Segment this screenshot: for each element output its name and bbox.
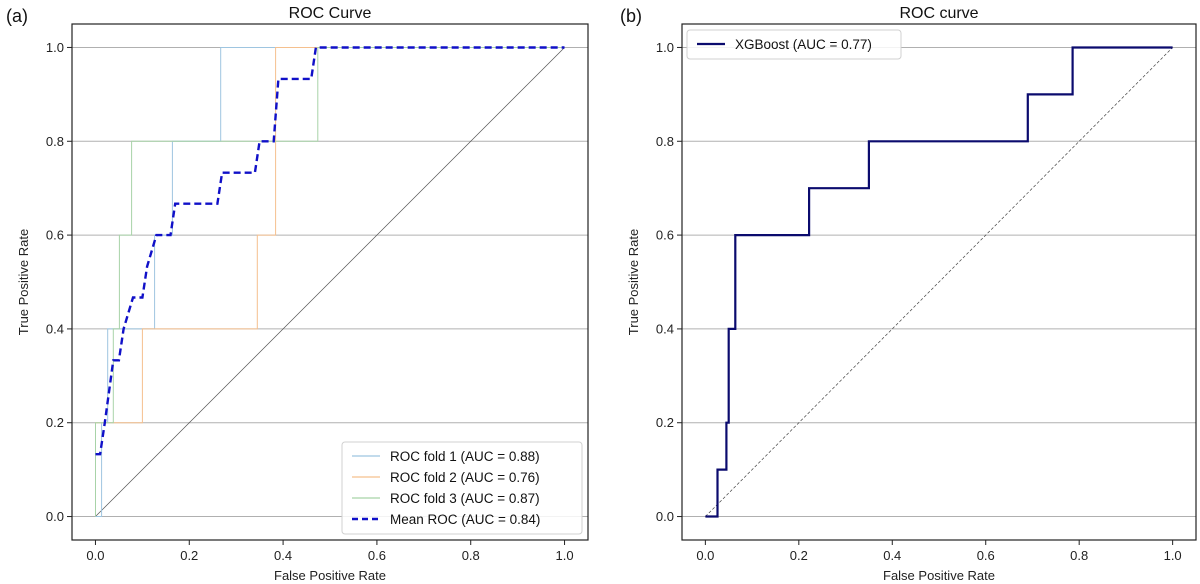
x-tick-label: 0.0 — [696, 548, 714, 563]
x-tick-label: 0.2 — [790, 548, 808, 563]
x-tick-label: 1.0 — [1164, 548, 1182, 563]
x-axis-label: False Positive Rate — [274, 568, 386, 583]
chart-title: ROC curve — [899, 5, 978, 22]
legend-entry: XGBoost (AUC = 0.77) — [735, 37, 872, 52]
series-line-3 — [95, 47, 565, 517]
x-tick-label: 0.8 — [1070, 548, 1088, 563]
x-tick-label: 0.6 — [368, 548, 386, 563]
legend-entry: ROC fold 3 (AUC = 0.87) — [390, 491, 540, 506]
legend: ROC fold 1 (AUC = 0.88) ROC fold 2 (AUC =… — [341, 441, 583, 535]
y-tick-label: 0.6 — [46, 228, 64, 243]
plot-frame — [681, 23, 1197, 541]
series-line-4 — [95, 46, 565, 456]
y-tick-label: 0.2 — [656, 415, 674, 430]
legend-entry: ROC fold 1 (AUC = 0.88) — [390, 449, 540, 464]
y-tick-label: 0.2 — [46, 415, 64, 430]
y-axis-label: True Positive Rate — [16, 229, 31, 335]
y-tick-label: 0.4 — [46, 321, 64, 336]
chart-title: ROC Curve — [289, 5, 372, 22]
series-layer — [95, 46, 565, 517]
series-layer — [705, 46, 1173, 518]
series-line-1 — [705, 46, 1173, 518]
chance-line — [705, 47, 1173, 517]
y-tick-label: 0.4 — [656, 321, 674, 336]
legend: XGBoost (AUC = 0.77) — [686, 29, 902, 60]
x-tick-label: 0.8 — [462, 548, 480, 563]
panel-label: (a) — [6, 6, 28, 26]
y-axis-label: True Positive Rate — [626, 229, 641, 335]
plot-frame — [71, 23, 589, 541]
x-tick-label: 0.2 — [180, 548, 198, 563]
x-tick-label: 0.0 — [86, 548, 104, 563]
y-tick-label: 0.8 — [46, 134, 64, 149]
y-tick-label: 0.6 — [656, 228, 674, 243]
x-tick-label: 0.6 — [977, 548, 995, 563]
y-tick-label: 0.0 — [656, 509, 674, 524]
series-line-1 — [95, 47, 565, 517]
legend-box — [341, 441, 583, 535]
legend-entry: Mean ROC (AUC = 0.84) — [390, 512, 540, 527]
panel-a-roc-folds: (a) ROC Curve False Positive Rate True P… — [6, 5, 589, 583]
x-axis-label: False Positive Rate — [883, 568, 995, 583]
x-tick-label: 1.0 — [556, 548, 574, 563]
y-tick-label: 0.0 — [46, 509, 64, 524]
y-tick-label: 1.0 — [46, 40, 64, 55]
y-tick-label: 1.0 — [656, 40, 674, 55]
y-tick-label: 0.8 — [656, 134, 674, 149]
x-tick-label: 0.4 — [274, 548, 292, 563]
panel-b-roc-xgboost: (b) ROC curve False Positive Rate True P… — [620, 5, 1197, 583]
chance-line — [95, 47, 565, 517]
legend-entry: ROC fold 2 (AUC = 0.76) — [390, 470, 540, 485]
ticks-layer: 0.0 0.2 0.4 0.6 0.8 1.0 0.0 0.2 0.4 0.6 0.8 1.0 — [46, 40, 574, 563]
legend-box — [686, 29, 902, 60]
x-tick-label: 0.4 — [883, 548, 901, 563]
ticks-layer: 0.0 0.2 0.4 0.6 0.8 1.0 0.0 0.2 0.4 0.6 0.8 1.0 — [656, 40, 1182, 563]
panel-label: (b) — [620, 6, 642, 26]
